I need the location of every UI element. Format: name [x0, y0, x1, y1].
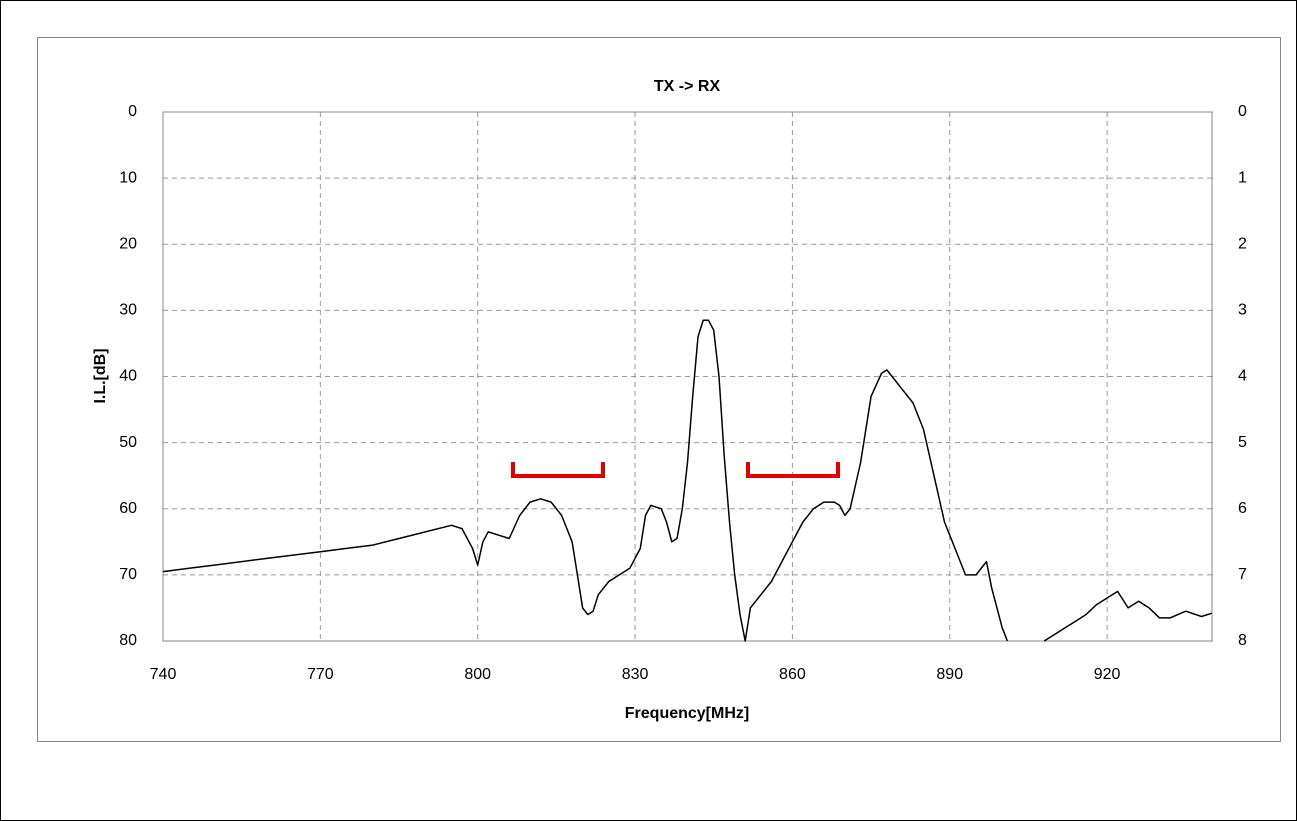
data-line	[162, 319, 1213, 642]
y-axis-label: I.L.[dB]	[92, 348, 109, 403]
y2-tick-label: 5	[1238, 434, 1247, 451]
chart-title: TX -> RX	[654, 78, 721, 95]
y2-tick-label: 6	[1238, 500, 1247, 517]
y2-tick-label: 3	[1238, 302, 1247, 319]
y-tick-label: 80	[119, 632, 137, 649]
y2-tick-label: 7	[1238, 566, 1247, 583]
y-tick-label: 30	[119, 302, 137, 319]
x-tick-label: 920	[1094, 666, 1121, 683]
y2-tick-label: 1	[1238, 169, 1247, 186]
y2-tick-label: 0	[1238, 103, 1247, 120]
plot-border	[162, 111, 1213, 642]
y-tick-label: 60	[119, 500, 137, 517]
x-axis-label: Frequency[MHz]	[625, 705, 749, 722]
x-tick-label: 860	[779, 666, 806, 683]
y2-tick-label: 4	[1238, 368, 1247, 385]
y-tick-label: 50	[119, 434, 137, 451]
x-tick-label: 770	[307, 666, 334, 683]
x-tick-label: 890	[936, 666, 963, 683]
rx-band-bracket	[746, 462, 840, 478]
x-tick-label: 830	[622, 666, 649, 683]
tx-band-bracket	[511, 462, 605, 478]
y-tick-label: 0	[128, 103, 137, 120]
y-tick-label: 20	[119, 235, 137, 252]
x-tick-label: 800	[464, 666, 491, 683]
y-tick-label: 40	[119, 368, 137, 385]
y-tick-label: 70	[119, 566, 137, 583]
y2-tick-label: 2	[1238, 235, 1247, 252]
x-tick-label: 740	[150, 666, 177, 683]
y-tick-label: 10	[119, 169, 137, 186]
y2-tick-label: 8	[1238, 632, 1247, 649]
